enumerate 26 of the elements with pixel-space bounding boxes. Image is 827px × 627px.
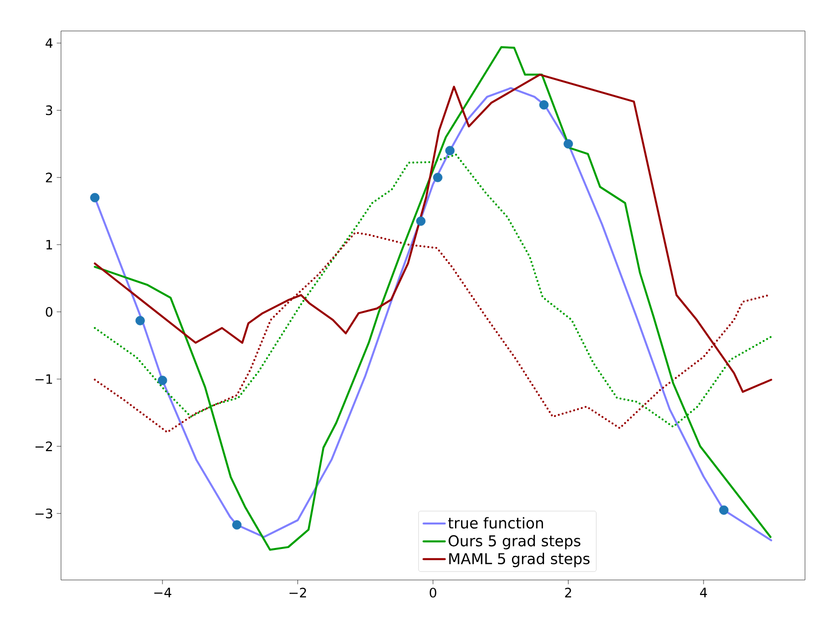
x-tick-label: 0 — [430, 588, 436, 598]
x-tick-label: −2 — [290, 588, 306, 598]
y-tick-label: −1 — [36, 374, 52, 384]
y-tick-label: 0 — [46, 306, 52, 317]
y-tick-label: 3 — [46, 105, 52, 116]
point — [433, 172, 442, 182]
point — [719, 505, 729, 515]
point — [445, 146, 455, 156]
point — [416, 216, 426, 226]
point — [539, 100, 549, 110]
x-tick-label: −4 — [154, 588, 172, 598]
point — [232, 520, 242, 530]
legend-label: true function — [448, 517, 543, 529]
point — [90, 192, 100, 202]
point — [564, 139, 573, 149]
x-tick-label: 4 — [700, 588, 707, 598]
y-tick-label: 4 — [46, 38, 53, 48]
y-tick-label: −3 — [36, 508, 52, 518]
legend-label: Ours 5 grad steps — [448, 534, 580, 550]
point — [135, 316, 145, 326]
y-tick-label: 2 — [46, 172, 52, 182]
legend-label: MAML 5 grad steps — [449, 552, 590, 568]
y-tick-label: 1 — [46, 240, 52, 250]
x-tick-label: 2 — [565, 588, 572, 598]
point — [158, 376, 168, 386]
y-tick-label: −2 — [36, 441, 52, 452]
